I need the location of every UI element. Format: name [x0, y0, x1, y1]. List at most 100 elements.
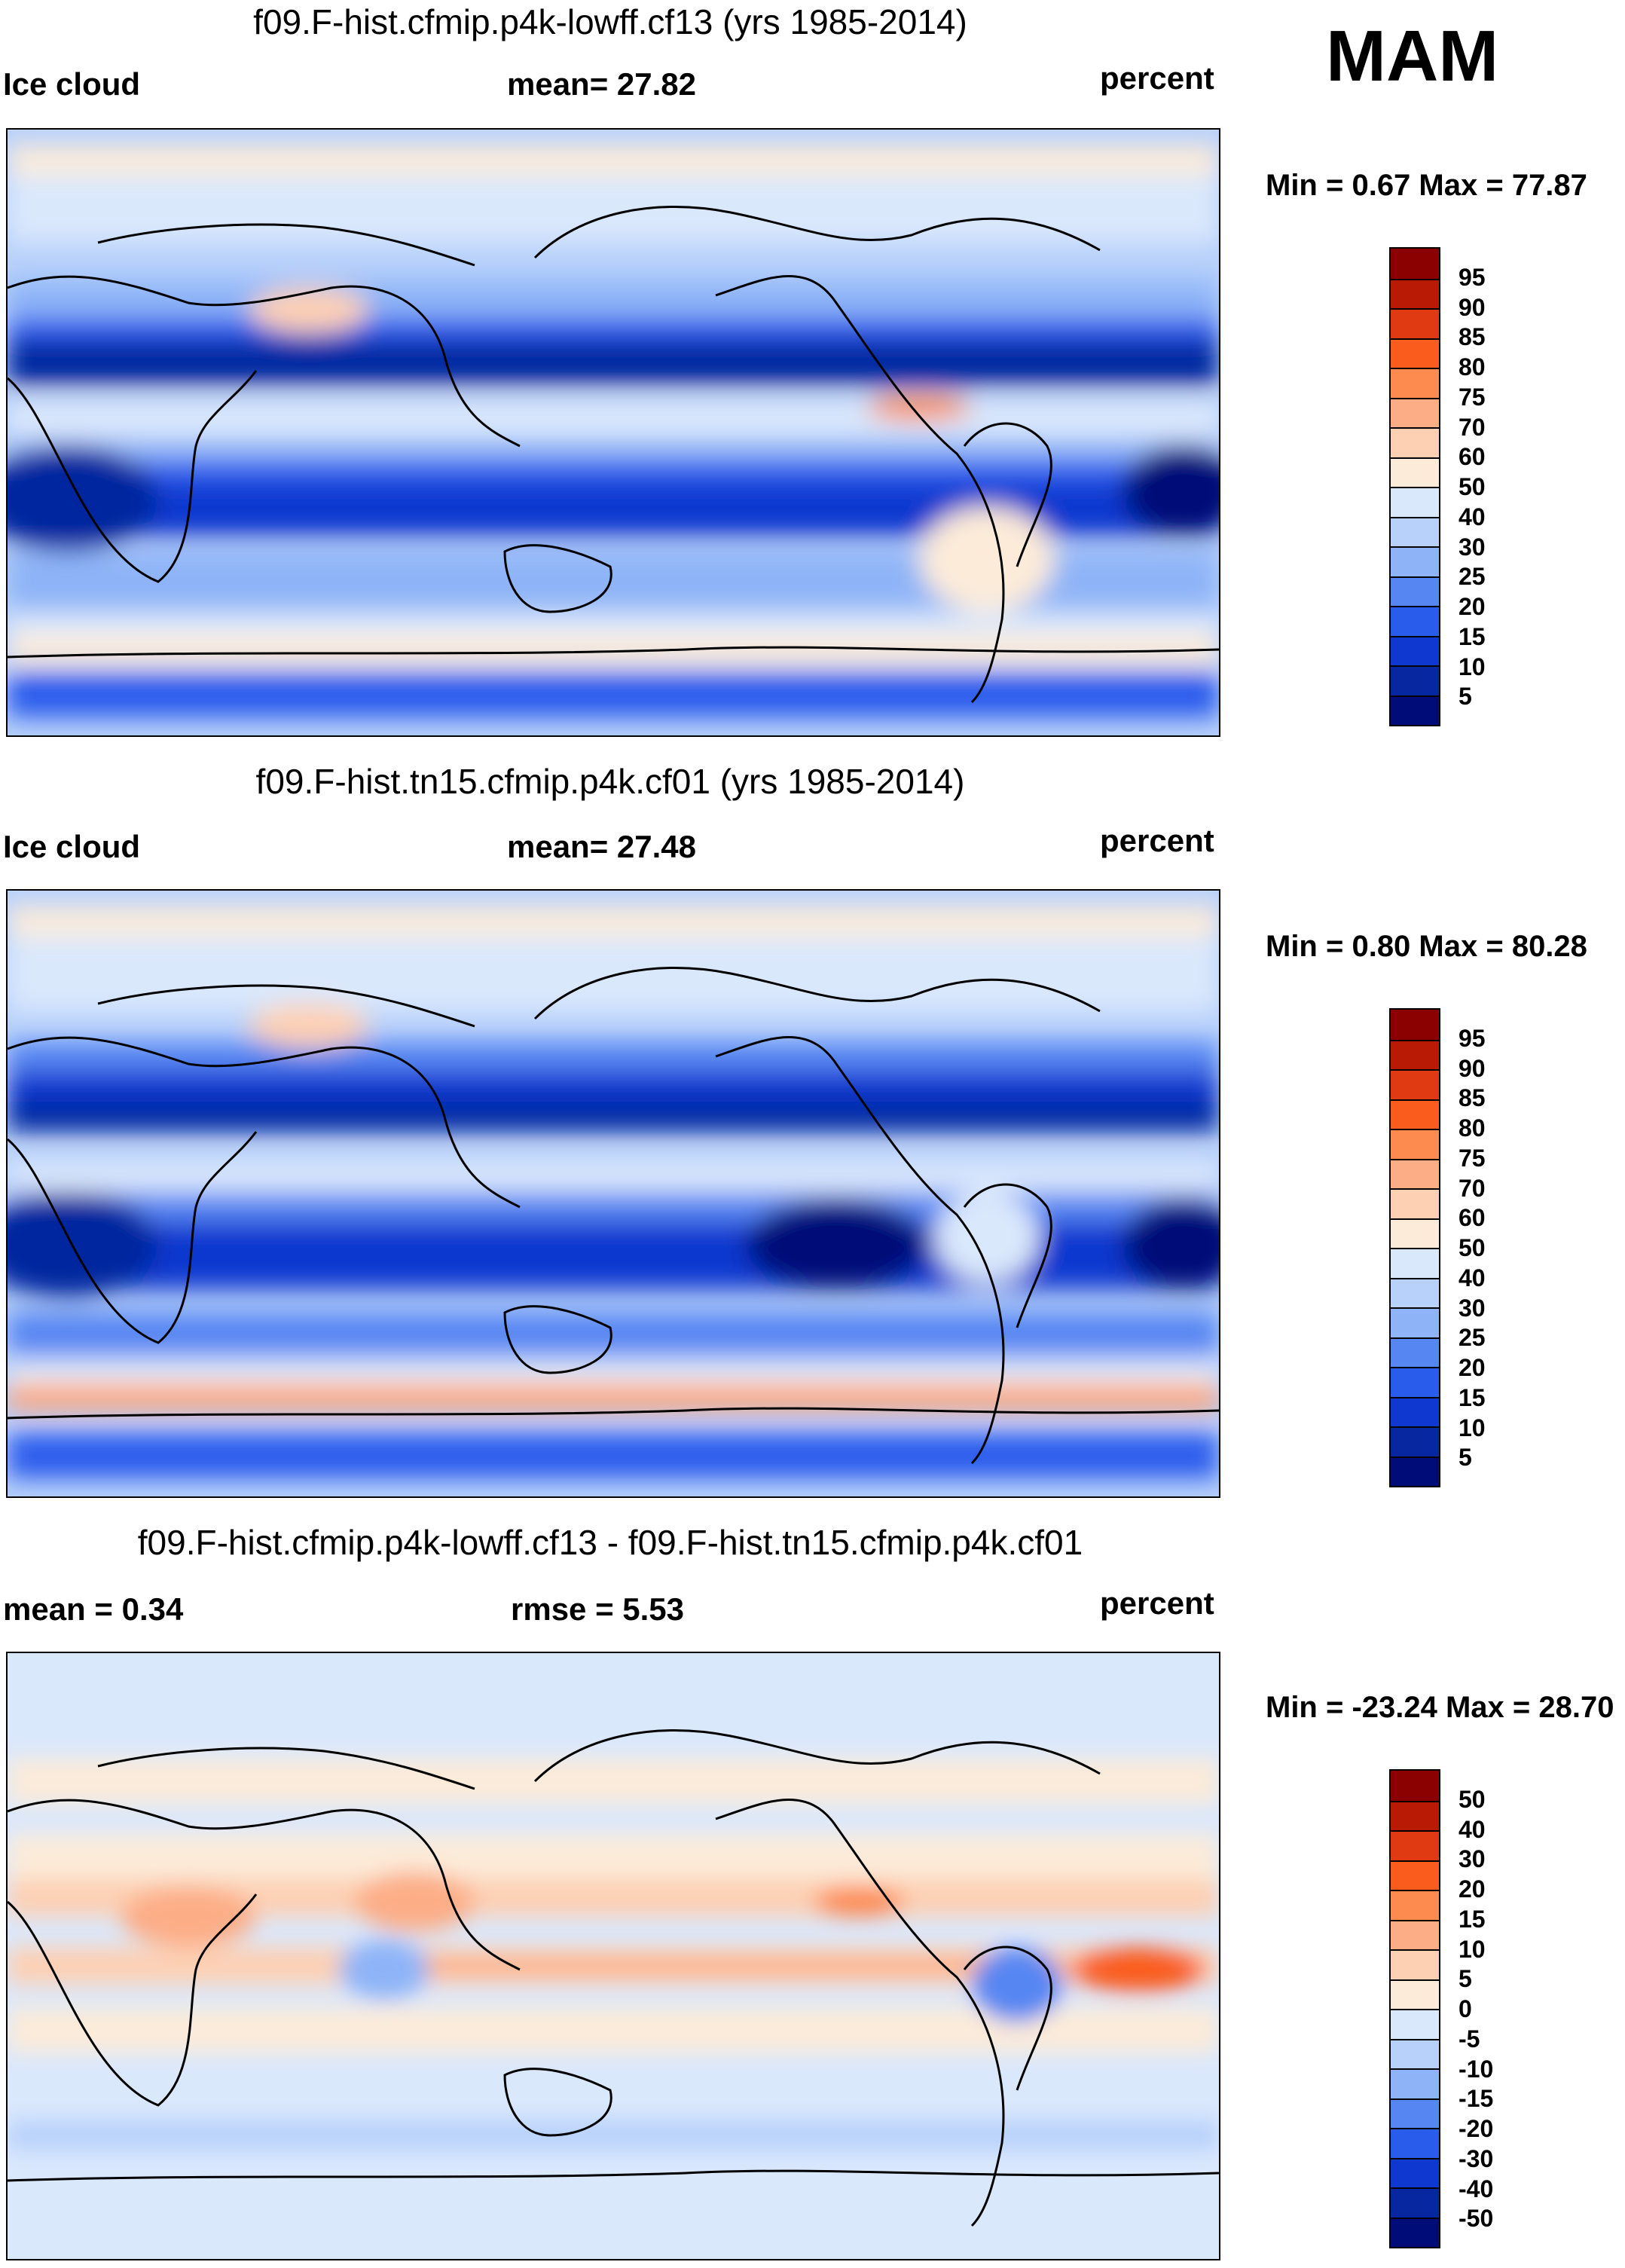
panel3-colorbar-box — [1391, 2068, 1439, 2098]
panel3-colorbar-box — [1391, 2157, 1439, 2187]
panel1-colorbar-box — [1391, 278, 1439, 308]
panel3-colorbar-tick: -10 — [1459, 2055, 1494, 2083]
panel2-colorbar-box — [1391, 1010, 1439, 1040]
panel1-colorbar-tick: 70 — [1459, 413, 1486, 441]
panel2-colorbar-tick: 30 — [1459, 1294, 1486, 1322]
panel2-coastlines — [8, 967, 1219, 1465]
panel2-colorbar-box — [1391, 1129, 1439, 1159]
panel2-colorbar-tick: 25 — [1459, 1324, 1486, 1352]
panel2-colorbar-box — [1391, 1039, 1439, 1069]
panel1-colorbar-tick: 10 — [1459, 653, 1486, 680]
panel2-colorbar-tick: 5 — [1459, 1444, 1472, 1472]
panel1-mean-label: mean= 27.82 — [507, 66, 697, 102]
panel1-colorbar-tick: 25 — [1459, 563, 1486, 591]
panel3-colorbar-tick: 5 — [1459, 1965, 1472, 1993]
panel1-map-field — [8, 130, 1219, 735]
panel2-colorbar-tick: 10 — [1459, 1414, 1486, 1441]
panel3-colorbar-tick: -30 — [1459, 2144, 1494, 2172]
panel2-colorbar-ticks: 95 90 85 80 75 70 60 50 40 30 25 20 15 1… — [1459, 1008, 1549, 1487]
panel3-colorbar-tick: -15 — [1459, 2085, 1494, 2113]
panel2-colorbar-box — [1391, 1218, 1439, 1248]
panel2-colorbar-box — [1391, 1188, 1439, 1218]
panel3-rmse-label: rmse = 5.53 — [511, 1591, 685, 1627]
panel3-colorbar-tick: -50 — [1459, 2205, 1494, 2233]
panel1-colorbar-tick: 85 — [1459, 323, 1486, 351]
panel1-colorbar-box — [1391, 338, 1439, 368]
panel2-colorbar — [1389, 1008, 1440, 1487]
panel1-colorbar-tick: 60 — [1459, 443, 1486, 471]
panel2-colorbar-box — [1391, 1337, 1439, 1367]
panel3-colorbar-box — [1391, 2187, 1439, 2218]
panel2-colorbar-tick: 50 — [1459, 1234, 1486, 1261]
panel2-colorbar-box — [1391, 1277, 1439, 1307]
panel3-colorbar — [1389, 1769, 1440, 2248]
panel2-colorbar-box — [1391, 1456, 1439, 1486]
panel3-colorbar-box — [1391, 1830, 1439, 1860]
panel1-colorbar-box — [1391, 249, 1439, 279]
panel1-colorbar-tick: 40 — [1459, 503, 1486, 530]
panel1-colorbar-box — [1391, 635, 1439, 665]
panel1-colorbar-box — [1391, 368, 1439, 398]
panel3-colorbar-tick: -40 — [1459, 2175, 1494, 2202]
panel1-colorbar-tick: 90 — [1459, 293, 1486, 321]
panel1-colorbar-box — [1391, 576, 1439, 606]
panel1-colorbar-box — [1391, 516, 1439, 546]
panel3-title: f09.F-hist.cfmip.p4k-lowff.cf13 - f09.F-… — [137, 1523, 1083, 1562]
panel1-colorbar-tick: 95 — [1459, 263, 1486, 291]
panel2-colorbar-tick: 85 — [1459, 1084, 1486, 1112]
panel3-colorbar-tick: 30 — [1459, 1845, 1486, 1873]
panel2-colorbar-tick: 15 — [1459, 1383, 1486, 1411]
panel2-minmax-label: Min = 0.80 Max = 80.28 — [1266, 930, 1587, 963]
panel3-colorbar-tick: 15 — [1459, 1905, 1486, 1933]
panel1-colorbar-tick: 20 — [1459, 593, 1486, 620]
panel1-map — [6, 128, 1220, 737]
panel1-colorbar-box — [1391, 665, 1439, 695]
panel3-coastlines — [8, 1729, 1219, 2227]
panel2-colorbar-tick: 95 — [1459, 1024, 1486, 1052]
panel2-mean-label: mean= 27.48 — [507, 829, 697, 864]
panel3-map — [6, 1652, 1220, 2260]
panel3-units-label: percent — [1100, 1585, 1214, 1621]
panel3-colorbar-box — [1391, 1949, 1439, 1979]
panel1-colorbar-tick: 5 — [1459, 683, 1472, 711]
panel3-colorbar-box — [1391, 1919, 1439, 1949]
panel2-colorbar-tick: 20 — [1459, 1354, 1486, 1381]
panel2-colorbar-box — [1391, 1307, 1439, 1337]
panel1-colorbar-box — [1391, 308, 1439, 338]
panel1-colorbar-tick: 15 — [1459, 622, 1486, 650]
panel3-map-field — [8, 1653, 1219, 2259]
panel2-colorbar-tick: 90 — [1459, 1054, 1486, 1082]
panel2-colorbar-box — [1391, 1396, 1439, 1426]
panel3-colorbar-ticks: 50 40 30 20 15 10 5 0 -5 -10 -15 -20 -30… — [1459, 1769, 1549, 2248]
panel2-colorbar-box — [1391, 1158, 1439, 1188]
panel1-colorbar-box — [1391, 457, 1439, 487]
panel2-colorbar-tick: 70 — [1459, 1174, 1486, 1202]
panel3-colorbar-tick: 0 — [1459, 1995, 1472, 2022]
panel1-colorbar-tick: 80 — [1459, 353, 1486, 381]
panel3-colorbar-tick: 50 — [1459, 1785, 1486, 1813]
panel1-colorbar-box — [1391, 546, 1439, 576]
panel3-colorbar-box — [1391, 2217, 1439, 2247]
panel3-colorbar-tick: -20 — [1459, 2115, 1494, 2142]
panel3-colorbar-tick: 20 — [1459, 1875, 1486, 1903]
panel2-map-field — [8, 891, 1219, 1496]
panel1-minmax-label: Min = 0.67 Max = 77.87 — [1266, 169, 1587, 202]
panel3-colorbar-tick: 40 — [1459, 1815, 1486, 1843]
panel2-colorbar-tick: 60 — [1459, 1204, 1486, 1232]
panel2-colorbar-box — [1391, 1426, 1439, 1456]
panel1-colorbar-box — [1391, 427, 1439, 457]
panel2-colorbar-tick: 75 — [1459, 1144, 1486, 1172]
season-label: MAM — [1326, 16, 1499, 96]
panel2-colorbar-tick: 80 — [1459, 1114, 1486, 1142]
panel1-colorbar-tick: 50 — [1459, 473, 1486, 500]
panel1-colorbar-tick: 75 — [1459, 383, 1486, 411]
panel1-title: f09.F-hist.cfmip.p4k-lowff.cf13 (yrs 198… — [253, 2, 967, 41]
panel3-colorbar-box — [1391, 1860, 1439, 1890]
panel1-colorbar — [1389, 247, 1440, 726]
panel2-colorbar-box — [1391, 1367, 1439, 1397]
panel3-colorbar-box — [1391, 2128, 1439, 2158]
panel1-units-label: percent — [1100, 60, 1214, 96]
panel3-colorbar-box — [1391, 2009, 1439, 2039]
panel3-colorbar-tick: 10 — [1459, 1935, 1486, 1963]
panel2-variable-label: Ice cloud — [3, 829, 141, 864]
